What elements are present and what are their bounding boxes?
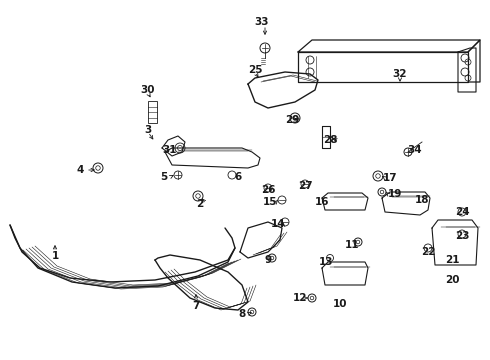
Text: 8: 8	[238, 309, 245, 319]
Text: 26: 26	[261, 185, 275, 195]
Text: 29: 29	[285, 115, 299, 125]
Text: 3: 3	[145, 125, 151, 135]
Text: 20: 20	[445, 275, 459, 285]
Text: 23: 23	[455, 231, 469, 241]
Text: 12: 12	[293, 293, 307, 303]
Text: 6: 6	[234, 172, 242, 182]
Text: 22: 22	[421, 247, 435, 257]
Text: 31: 31	[163, 145, 177, 155]
Text: 16: 16	[315, 197, 329, 207]
Text: 15: 15	[263, 197, 277, 207]
Text: 11: 11	[345, 240, 359, 250]
Text: 10: 10	[333, 299, 347, 309]
Text: 7: 7	[192, 301, 200, 311]
Text: 18: 18	[415, 195, 429, 205]
Text: 34: 34	[408, 145, 422, 155]
Text: 19: 19	[388, 189, 402, 199]
Bar	[147, 101, 156, 123]
Text: 17: 17	[383, 173, 397, 183]
Text: 28: 28	[323, 135, 337, 145]
Text: 13: 13	[319, 257, 333, 267]
Text: 4: 4	[76, 165, 84, 175]
Text: 33: 33	[255, 17, 269, 27]
Text: 25: 25	[248, 65, 262, 75]
Text: 9: 9	[265, 255, 271, 265]
Text: 32: 32	[393, 69, 407, 79]
Text: 5: 5	[160, 172, 168, 182]
Text: 14: 14	[270, 219, 285, 229]
Text: 21: 21	[445, 255, 459, 265]
Text: 24: 24	[455, 207, 469, 217]
Text: 2: 2	[196, 199, 204, 209]
Text: 1: 1	[51, 251, 59, 261]
Text: 27: 27	[298, 181, 312, 191]
Text: 30: 30	[141, 85, 155, 95]
